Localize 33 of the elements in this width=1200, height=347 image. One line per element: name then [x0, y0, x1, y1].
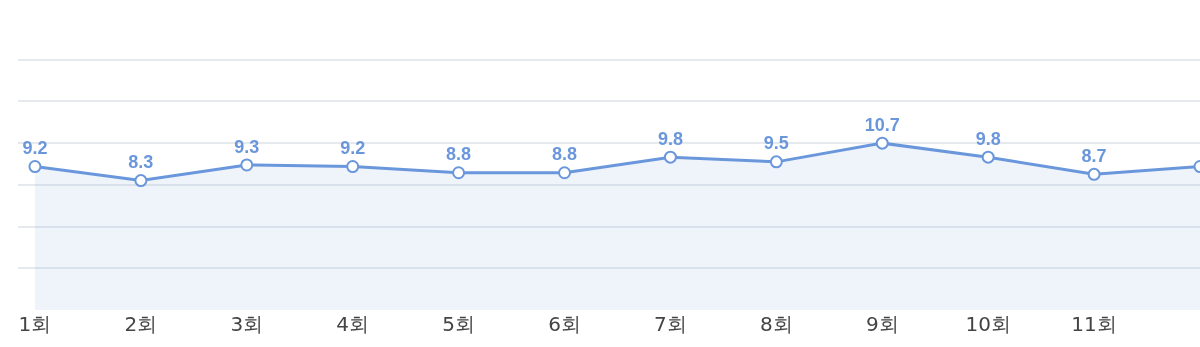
x-tick-label: 5회 — [442, 312, 475, 336]
x-tick-label: 8회 — [759, 312, 793, 336]
point — [346, 160, 360, 174]
point — [240, 158, 254, 172]
data-label: 8.3 — [128, 152, 154, 173]
data-label: 9.2 — [22, 138, 48, 159]
x-tick-label: 6회 — [548, 312, 581, 336]
data-label: 8.8 — [552, 144, 578, 165]
x-tick-label: 9회 — [865, 312, 899, 336]
data-label: 9.3 — [234, 136, 260, 157]
point — [452, 166, 466, 180]
x-tick-label: 4회 — [336, 312, 370, 336]
data-label: 8.7 — [1081, 145, 1107, 166]
point — [875, 136, 889, 150]
point — [981, 150, 995, 164]
x-tick-label: 7회 — [654, 312, 687, 336]
data-label: 9.2 — [340, 138, 366, 159]
point — [769, 155, 783, 169]
data-label: 8.8 — [446, 144, 472, 165]
x-tick-label: 1회 — [18, 312, 52, 336]
data-label: 10.7 — [864, 114, 900, 135]
data-label: 9.5 — [763, 133, 789, 154]
x-tick-label: 10회 — [965, 312, 1011, 336]
x-tick-label: 2회 — [124, 312, 158, 336]
data-label: 9.8 — [975, 128, 1001, 149]
point — [663, 150, 677, 164]
x-tick-label: 3회 — [230, 312, 264, 336]
point — [28, 160, 42, 174]
point — [1087, 167, 1101, 181]
data-label: 9.8 — [657, 128, 683, 149]
x-tick-label: 11회 — [1071, 312, 1117, 336]
point — [558, 166, 572, 180]
point — [134, 174, 148, 188]
